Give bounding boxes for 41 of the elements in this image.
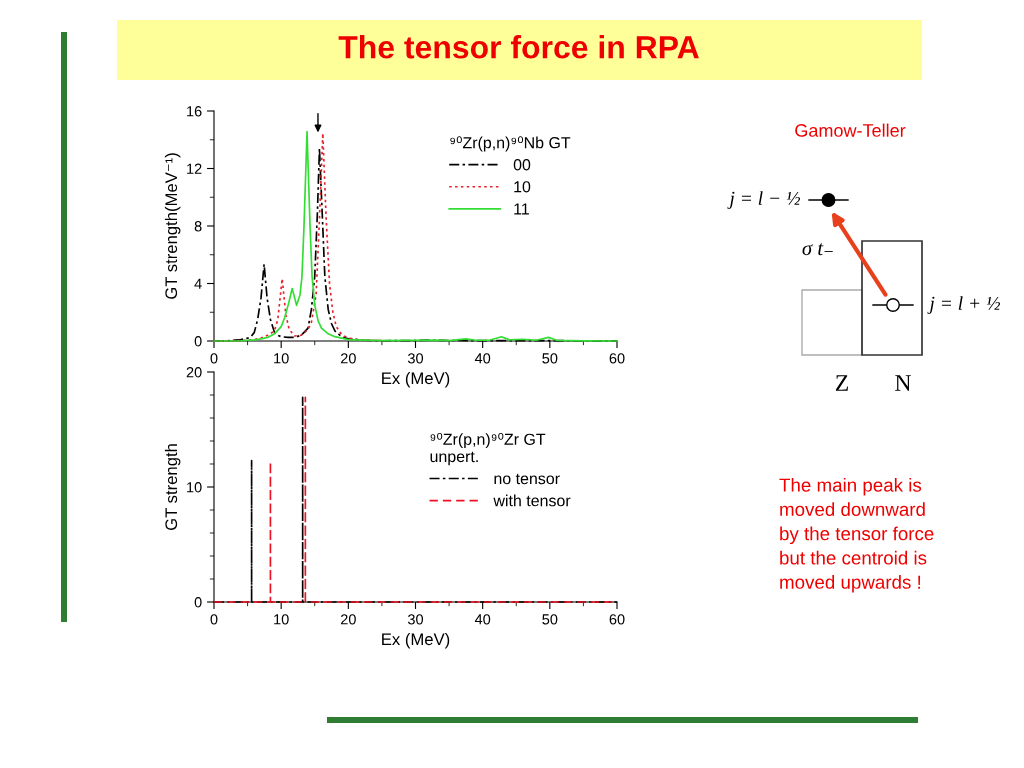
y-tick-label: 0 — [194, 336, 202, 347]
legend-label: 11 — [514, 203, 529, 215]
x-axis-title: Ex (MeV) — [382, 371, 450, 388]
x-tick-label: 50 — [542, 353, 558, 364]
y-tick-label: 8 — [194, 221, 202, 232]
y-axis-title: GT strength(MeV⁻¹) — [164, 153, 181, 299]
legend-label: 10 — [514, 181, 531, 193]
y-tick-label: 0 — [194, 597, 202, 608]
y-tick-label: 4 — [194, 278, 202, 289]
text: The main peak is moved downward by the tensor force but the centroid is moved upwards ! — [779, 478, 934, 593]
x-tick-label: 20 — [340, 353, 356, 364]
x-tick-label: 60 — [609, 353, 625, 364]
y-tick-label: 12 — [187, 163, 202, 174]
y-tick-label: 20 — [186, 367, 202, 378]
text: Z — [835, 375, 848, 391]
text: j = l − ½ — [727, 191, 801, 209]
x-tick-label: 60 — [609, 614, 625, 625]
text: N — [895, 375, 911, 391]
x-tick-label: 20 — [340, 614, 356, 625]
x-tick-label: 50 — [542, 614, 558, 625]
legend-label: with tensor — [493, 494, 571, 507]
y-tick-label: 10 — [187, 482, 202, 493]
x-tick-label: 10 — [274, 614, 289, 625]
x-tick-label: 40 — [474, 614, 491, 625]
legend-title: ⁹⁰Zr(p,n)⁹⁰Zr GT unpert. — [430, 432, 546, 466]
legend-title: ⁹⁰Zr(p,n)⁹⁰Nb GT — [450, 136, 571, 152]
x-tick-label: 0 — [210, 353, 218, 364]
y-axis-title: GT strength — [164, 444, 181, 531]
y-tick-label: 16 — [187, 106, 202, 117]
x-tick-label: 30 — [407, 353, 424, 364]
x-tick-label: 40 — [474, 353, 491, 364]
chart-title: The tensor force in RPA — [338, 35, 699, 59]
x-tick-label: 30 — [407, 614, 424, 625]
x-tick-label: 10 — [274, 353, 289, 364]
x-tick-label: 0 — [210, 614, 218, 625]
x-axis-title: Ex (MeV) — [382, 632, 450, 649]
text: j = l + ½ — [927, 296, 1001, 314]
legend-label: 00 — [513, 159, 531, 171]
text: Gamow-Teller — [795, 123, 906, 137]
text: σ t₋ — [802, 243, 833, 256]
legend-label: no tensor — [494, 473, 560, 485]
